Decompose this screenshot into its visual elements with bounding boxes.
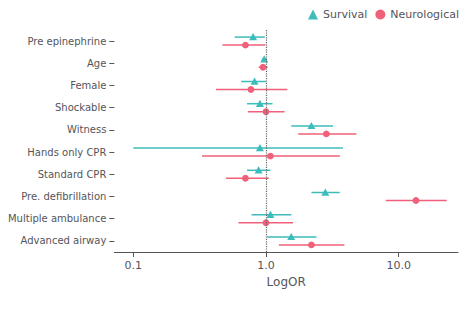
svg-text:Pre epinephrine: Pre epinephrine bbox=[27, 36, 106, 47]
svg-text:Advanced airway: Advanced airway bbox=[21, 235, 107, 246]
svg-text:Survival: Survival bbox=[323, 8, 367, 21]
svg-text:Witness: Witness bbox=[67, 124, 106, 135]
svg-text:Female: Female bbox=[70, 80, 106, 91]
svg-text:LogOR: LogOR bbox=[267, 275, 306, 289]
svg-text:1.0: 1.0 bbox=[257, 259, 275, 272]
svg-text:Hands only CPR: Hands only CPR bbox=[27, 147, 106, 158]
svg-text:Age: Age bbox=[87, 58, 106, 69]
svg-text:Neurological: Neurological bbox=[390, 8, 459, 21]
svg-text:Standard CPR: Standard CPR bbox=[38, 169, 107, 180]
svg-text:Pre. defibrillation: Pre. defibrillation bbox=[21, 191, 106, 202]
svg-text:Multiple ambulance: Multiple ambulance bbox=[8, 213, 106, 224]
svg-text:10.0: 10.0 bbox=[386, 259, 411, 272]
svg-text:0.1: 0.1 bbox=[125, 259, 143, 272]
svg-text:Shockable: Shockable bbox=[55, 102, 106, 113]
